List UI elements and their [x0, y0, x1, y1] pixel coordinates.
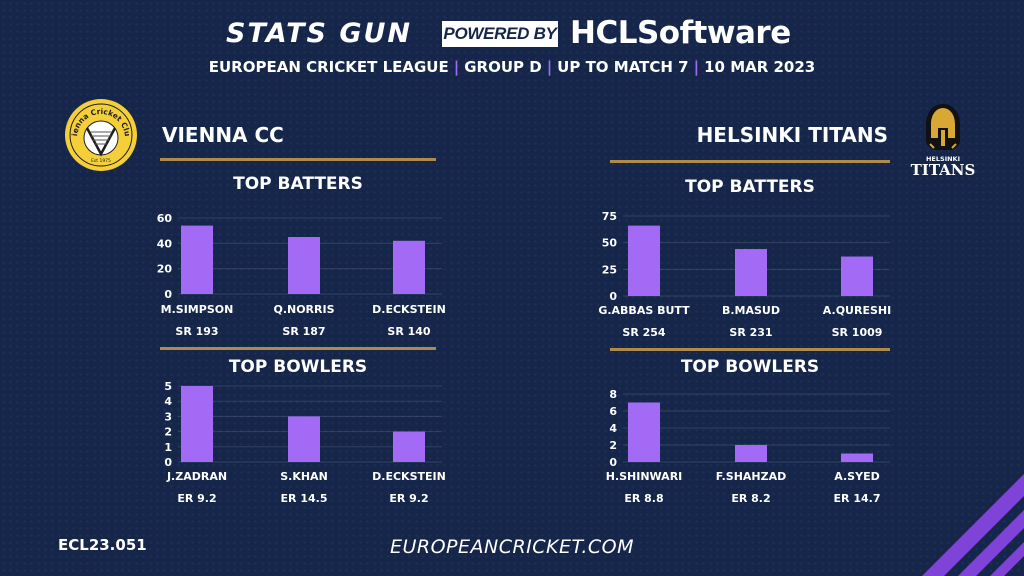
stat-sublabel: ER 14.7	[834, 492, 881, 505]
stat-sublabel: ER 14.5	[281, 492, 328, 505]
stat-sublabel: ER 9.2	[177, 492, 216, 505]
category-label: A.QURESHI	[823, 304, 891, 317]
brand-stats-gun: STATS GUN	[226, 18, 413, 49]
y-tick-label: 25	[602, 263, 617, 276]
chart-left-bowlers: 0 1 2 3 4 5 J.ZADRAN ER 9.2 S.KHAN ER 14.5 D.ECKST…	[164, 380, 446, 505]
left-batters-title: TOP BATTERS	[233, 174, 363, 194]
team-name-left: VIENNA CC	[162, 123, 284, 147]
category-label: J.ZADRAN	[166, 470, 227, 483]
corner-stripes-decoration	[922, 474, 1024, 576]
vienna-cc-logo: Vienna Cricket Club Est 1975	[61, 91, 138, 172]
y-tick-label: 4	[164, 395, 172, 408]
stat-sublabel: ER 8.8	[624, 492, 663, 505]
y-tick-label: 0	[609, 456, 617, 469]
divider-right-mid	[610, 348, 890, 351]
bar	[735, 445, 767, 462]
stat-sublabel: ER 9.2	[389, 492, 428, 505]
date-label: 10 MAR 2023	[704, 58, 816, 76]
y-tick-label: 0	[609, 290, 617, 303]
bar	[288, 237, 320, 294]
stat-sublabel: SR 187	[282, 325, 325, 338]
match-label: UP TO MATCH 7	[557, 58, 689, 76]
group-label: GROUP D	[464, 58, 542, 76]
brand-hcl-software: HCLSoftware	[570, 15, 791, 51]
category-label: A.SYED	[834, 470, 879, 483]
bar	[288, 416, 320, 462]
right-batters-title: TOP BATTERS	[685, 177, 815, 197]
category-label: D.ECKSTEIN	[372, 303, 446, 316]
header-brand: STATS GUN POWERED BY HCLSoftware	[0, 14, 1024, 58]
category-label: G.ABBAS BUTT	[598, 304, 690, 317]
svg-text:HELSINKI: HELSINKI	[926, 155, 960, 163]
y-tick-label: 40	[157, 237, 173, 250]
y-tick-label: 8	[609, 388, 617, 401]
category-label: H.SHINWARI	[606, 470, 683, 483]
stat-sublabel: SR 140	[387, 325, 431, 338]
chart-left-batters: 0 20 40 60 M.SIMPSON SR 193 Q.NORRIS SR 187 D.EC…	[157, 212, 446, 338]
right-bowlers-title: TOP BOWLERS	[680, 357, 820, 377]
graphic-code: ECL23.051	[58, 536, 147, 554]
y-tick-label: 1	[164, 441, 172, 454]
y-tick-label: 3	[164, 410, 172, 423]
stat-sublabel: ER 8.2	[731, 492, 770, 505]
category-label: F.SHAHZAD	[716, 470, 787, 483]
svg-text:Est 1975: Est 1975	[91, 158, 111, 164]
chart-right-bowlers: 0 2 4 6 8 H.SHINWARI ER 8.8 F.SHAHZAD ER 8.2 A.SY…	[606, 388, 890, 505]
divider-right-top	[610, 160, 890, 163]
bar	[393, 431, 425, 462]
y-tick-label: 50	[602, 237, 618, 250]
y-tick-label: 5	[164, 380, 172, 393]
helsinki-titans-logo: HELSINKI TITANS	[900, 100, 986, 180]
bar	[735, 249, 767, 296]
team-name-right: HELSINKI TITANS	[696, 123, 888, 147]
category-label: M.SIMPSON	[161, 303, 234, 316]
stat-sublabel: SR 231	[729, 326, 772, 339]
svg-text:TITANS: TITANS	[911, 161, 976, 179]
category-label: S.KHAN	[280, 470, 328, 483]
chart-right-batters: 0 25 50 75 G.ABBAS BUTT SR 254 B.MASUD SR 231 A.…	[598, 210, 891, 339]
bar	[628, 225, 660, 296]
y-tick-label: 6	[609, 405, 617, 418]
y-tick-label: 4	[609, 422, 617, 435]
category-label: B.MASUD	[722, 304, 780, 317]
y-tick-label: 75	[602, 210, 617, 223]
stat-sublabel: SR 254	[622, 326, 666, 339]
bar	[393, 240, 425, 294]
bar	[841, 256, 873, 296]
stat-sublabel: SR 1009	[832, 326, 883, 339]
bar	[181, 386, 213, 462]
bar	[841, 453, 873, 462]
bar	[181, 225, 213, 294]
divider-left-top	[160, 158, 436, 161]
league-name: EUROPEAN CRICKET LEAGUE	[208, 58, 449, 76]
y-tick-label: 0	[164, 288, 172, 301]
website-link[interactable]: EUROPEANCRICKET.COM	[389, 536, 635, 558]
y-tick-label: 2	[609, 439, 617, 452]
y-tick-label: 20	[157, 263, 173, 276]
y-tick-label: 2	[164, 426, 172, 439]
y-tick-label: 0	[164, 456, 172, 469]
divider-left-mid	[160, 347, 436, 350]
left-bowlers-title: TOP BOWLERS	[228, 357, 368, 377]
powered-by-badge: POWERED BY	[442, 21, 558, 47]
category-label: D.ECKSTEIN	[372, 470, 446, 483]
bar	[628, 402, 660, 462]
y-tick-label: 60	[157, 212, 173, 225]
subheader: EUROPEAN CRICKET LEAGUE | GROUP D | UP TO MA…	[208, 58, 816, 76]
stat-sublabel: SR 193	[175, 325, 218, 338]
category-label: Q.NORRIS	[273, 303, 334, 316]
